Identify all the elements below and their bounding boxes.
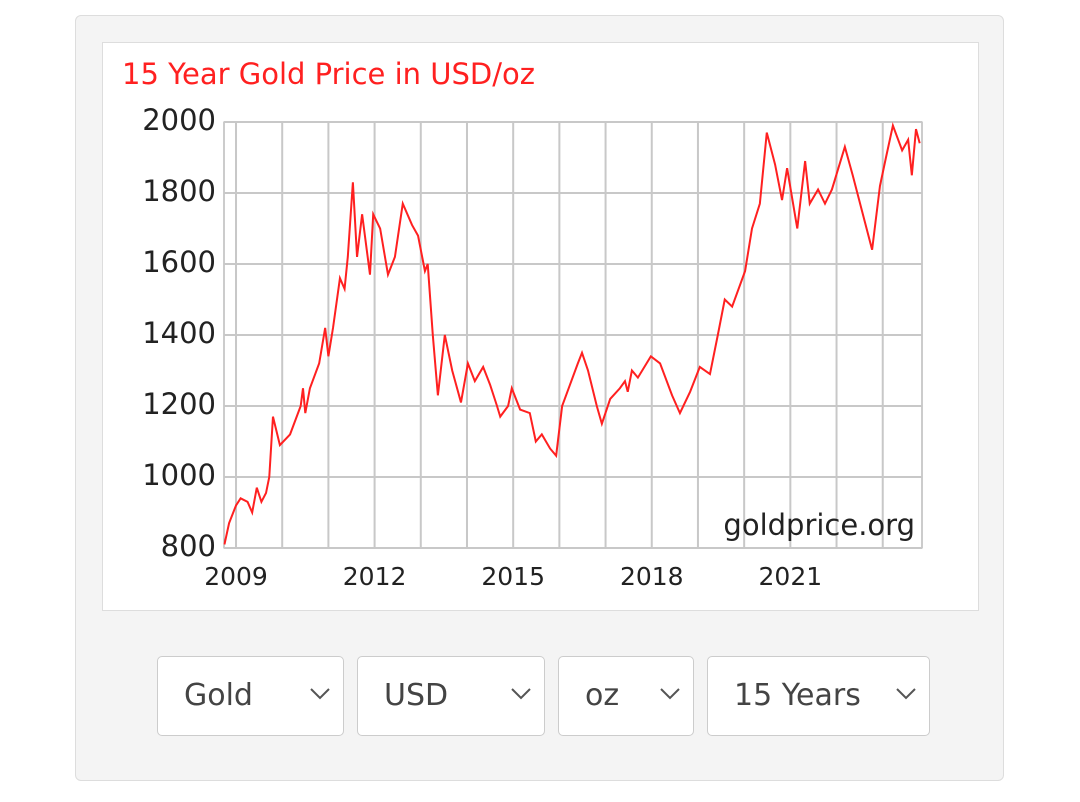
unit-select[interactable]: oz	[558, 656, 694, 736]
y-tick-label: 1400	[142, 316, 216, 350]
price-line	[223, 121, 921, 545]
chevron	[310, 688, 330, 700]
y-tick-label: 800	[161, 529, 216, 563]
period-select[interactable]: 15 Years	[707, 656, 930, 736]
x-tick-label: 2018	[620, 562, 684, 591]
select-label: 15 Years	[734, 678, 861, 713]
y-tick-label: 1000	[142, 458, 216, 492]
currency-select[interactable]: USD	[357, 656, 545, 736]
x-tick-label: 2012	[343, 562, 407, 591]
select-label: oz	[585, 678, 620, 713]
x-tick-label: 2009	[204, 562, 268, 591]
y-tick-label: 1800	[142, 174, 216, 208]
x-tick-label: 2015	[481, 562, 545, 591]
select-label: USD	[384, 678, 449, 713]
watermark: goldprice.org	[723, 508, 915, 542]
y-tick-label: 2000	[142, 103, 216, 137]
chevron	[511, 688, 531, 700]
metal-select[interactable]: Gold	[157, 656, 344, 736]
chevron	[660, 688, 680, 700]
chart-title: 15 Year Gold Price in USD/oz	[122, 57, 535, 91]
chevron	[896, 688, 916, 700]
y-tick-label: 1600	[142, 245, 216, 279]
chart: 15 Year Gold Price in USD/oz 800 1000 1200…	[122, 57, 923, 591]
y-tick-label: 1200	[142, 387, 216, 421]
select-label: Gold	[184, 678, 253, 713]
x-tick-label: 2021	[759, 562, 823, 591]
